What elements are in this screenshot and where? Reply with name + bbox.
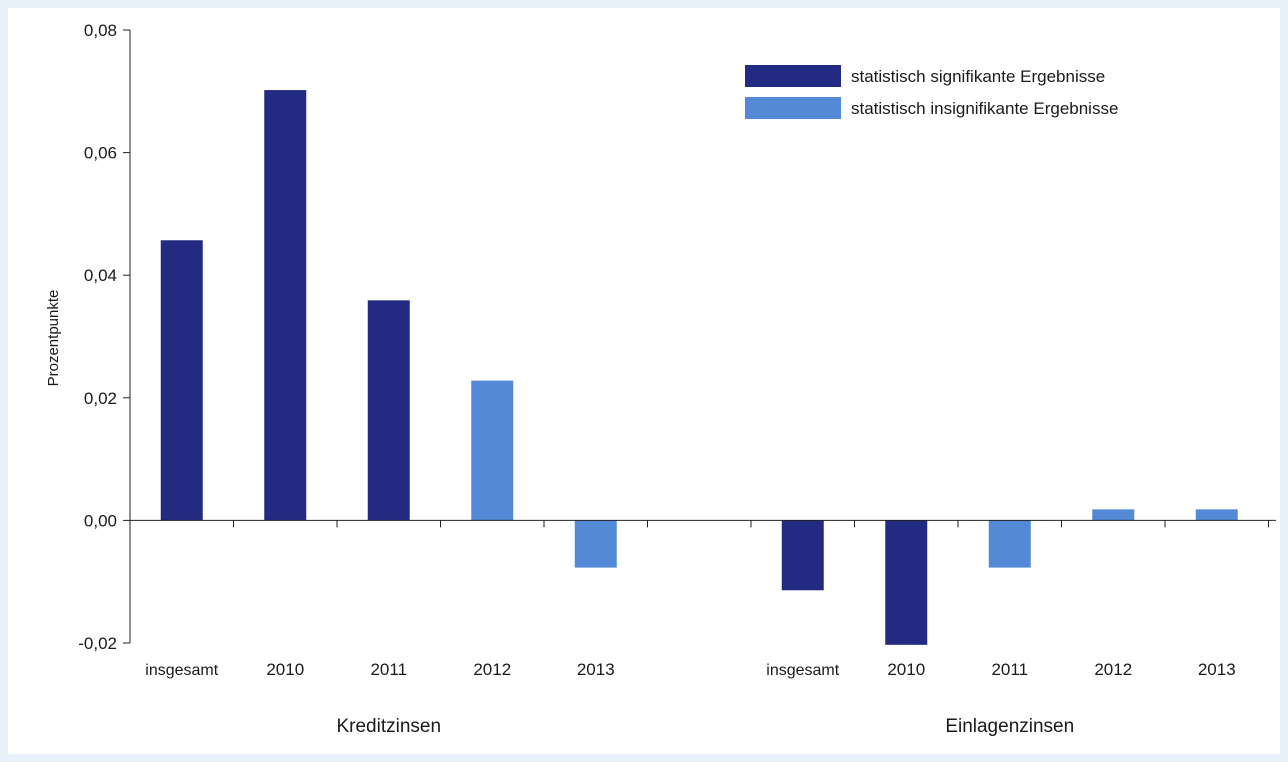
axes-layer <box>123 29 1276 644</box>
x-category-label: 2012 <box>473 660 511 679</box>
bar <box>781 520 824 591</box>
bar <box>885 520 928 645</box>
x-category-label: 2012 <box>1094 660 1132 679</box>
bar <box>160 240 203 521</box>
x-category-label: 2011 <box>991 660 1028 679</box>
bar <box>988 520 1031 568</box>
legend-label: statistisch insignifikante Ergebnisse <box>851 99 1118 118</box>
y-tick-label: 0,04 <box>84 266 117 285</box>
y-tick-label: 0,00 <box>84 511 117 530</box>
x-category-label: 2010 <box>887 660 925 679</box>
x-category-label: 2013 <box>577 660 615 679</box>
legend: statistisch signifikante Ergebnisse stati… <box>745 65 1118 119</box>
x-category-label: 2010 <box>266 660 304 679</box>
bars-layer <box>160 90 1238 645</box>
x-category-label: 2011 <box>370 660 407 679</box>
group-label: Kreditzinsen <box>336 716 441 737</box>
legend-label: statistisch signifikante Ergebnisse <box>851 67 1105 86</box>
bar <box>471 380 514 521</box>
x-category-label: insgesamt <box>766 662 839 679</box>
chart-panel: 0,08 0,06 0,04 0,02 0,00 -0,02 insgesamt 2010 20… <box>8 8 1280 754</box>
y-tick-label: 0,06 <box>84 144 117 163</box>
x-category-label: 2013 <box>1198 660 1236 679</box>
bar <box>264 90 307 521</box>
y-tick-label: 0,08 <box>84 21 117 40</box>
bar <box>574 520 617 568</box>
bar-chart: 0,08 0,06 0,04 0,02 0,00 -0,02 insgesamt 2010 20… <box>45 21 1276 737</box>
y-axis-title: Prozentpunkte <box>45 290 62 387</box>
bar <box>367 300 410 521</box>
labels-layer: 0,08 0,06 0,04 0,02 0,00 -0,02 insgesamt 2010 20… <box>45 21 1236 737</box>
y-tick-label: 0,02 <box>84 389 117 408</box>
legend-swatch <box>745 65 841 87</box>
group-label: Einlagenzinsen <box>945 716 1074 737</box>
legend-swatch <box>745 97 841 119</box>
bar <box>1092 509 1135 521</box>
bar <box>1195 509 1238 521</box>
x-category-label: insgesamt <box>145 662 218 679</box>
y-tick-label: -0,02 <box>78 634 117 653</box>
